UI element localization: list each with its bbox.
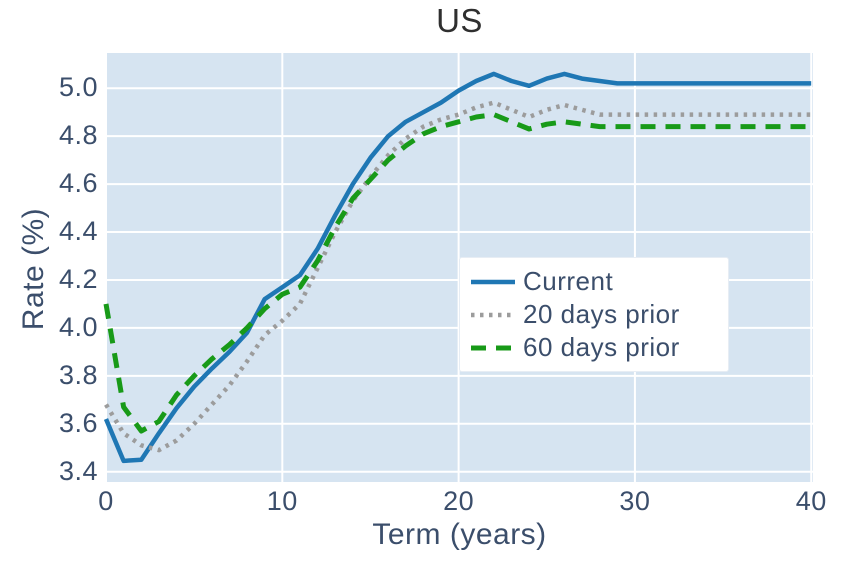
y-tick-label: 4.8 — [58, 120, 98, 151]
series-line-current — [103, 71, 812, 464]
y-tick-label: 5.0 — [58, 72, 98, 103]
legend-label: 60 days prior — [523, 332, 680, 362]
y-tick-label: 4.2 — [58, 263, 98, 294]
y-tick-label: 3.4 — [58, 455, 98, 486]
y-tick-label: 4.6 — [58, 168, 98, 199]
legend-item: 60 days prior — [470, 331, 718, 364]
legend-item: 20 days prior — [470, 298, 718, 331]
x-tick-label: 30 — [619, 486, 651, 516]
y-tick-label: 4.4 — [58, 216, 98, 247]
chart-title: US — [436, 2, 483, 39]
x-tick-label: 0 — [98, 486, 114, 516]
legend-swatch-dotted-line — [471, 312, 515, 317]
y-tick-label: 3.8 — [58, 359, 98, 390]
legend-item: Current — [470, 265, 718, 298]
x-tick-label: 20 — [443, 486, 475, 516]
legend-label: Current — [523, 266, 614, 296]
legend-swatch-solid-line — [471, 279, 515, 284]
x-axis-label: Term (years) — [372, 518, 547, 551]
y-tick-label: 4.0 — [58, 311, 98, 342]
legend-swatch-dashed-line — [471, 345, 515, 350]
x-tick-label: 10 — [266, 486, 298, 516]
legend-label: 20 days prior — [523, 299, 680, 329]
legend: Current 20 days prior 60 days prior — [459, 257, 729, 372]
x-tick-label: 40 — [795, 486, 827, 516]
y-tick-label: 3.6 — [58, 407, 98, 438]
